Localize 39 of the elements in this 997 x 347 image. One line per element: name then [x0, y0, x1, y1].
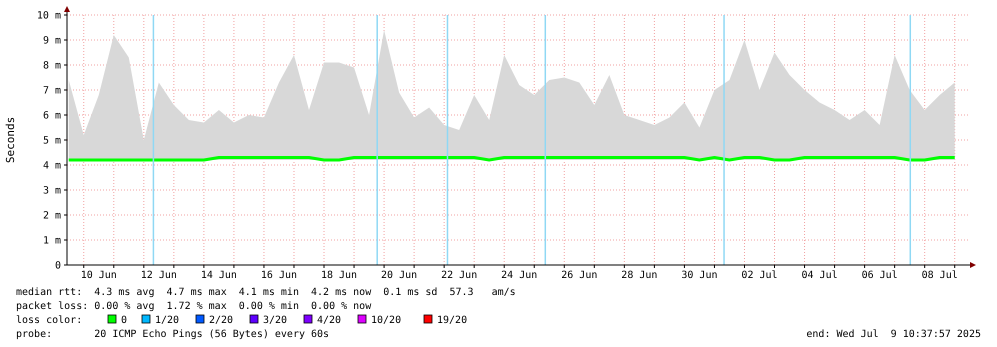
legend-label: 2/20: [209, 315, 234, 326]
y-tick-label: 5 m: [42, 136, 61, 146]
text: end: Wed Jul 9 10:37:57 2025: [806, 329, 981, 340]
y-tick-label: 1 m: [42, 236, 61, 246]
x-tick-label: 24 Jun: [501, 270, 538, 281]
x-tick-label: 18 Jun: [320, 270, 358, 281]
x-tick-label: 08 Jul: [922, 270, 958, 281]
y-tick-label: 4 m: [42, 160, 61, 172]
y-tick-label: 2 m: [42, 210, 61, 222]
x-tick-label: 16 Jun: [260, 270, 298, 281]
x-tick-label: 26 Jun: [561, 270, 598, 281]
x-tick-label: 14 Jun: [200, 270, 237, 281]
x-tick-label: 12 Jun: [140, 270, 177, 281]
x-tick-label: 22 Jun: [441, 270, 478, 281]
y-tick-label: 9 m: [42, 36, 61, 46]
text: probe: 20 ICMP Echo Pings (56 Bytes) every 60s: [16, 329, 330, 340]
legend-label: 0: [121, 315, 128, 326]
x-tick-label: 04 Jul: [802, 270, 838, 281]
legend-title: loss color:: [16, 315, 82, 326]
y-axis-title: Seconds: [4, 116, 17, 164]
y-tick-label: 3 m: [42, 186, 61, 196]
text: packet loss: 0.00 % avg 1.72 % max 0.00 % min 0.00 % now: [16, 301, 372, 312]
x-tick-label: 30 Jun: [681, 270, 718, 281]
legend-label: 19/20: [437, 315, 468, 326]
legend-label: 4/20: [317, 315, 342, 326]
x-tick-label: 28 Jun: [621, 270, 658, 281]
x-tick-label: 10 Jun: [80, 270, 117, 281]
legend-label: 1/20: [155, 315, 180, 326]
y-tick-label: 0: [54, 260, 61, 272]
x-tick-label: 20 Jun: [381, 270, 418, 281]
y-tick-label: 8 m: [42, 60, 61, 72]
y-tick-label: 6 m: [42, 110, 61, 122]
x-tick-label: 06 Jul: [862, 270, 898, 281]
legend-label: 3/20: [263, 315, 288, 326]
y-tick-label: 7 m: [42, 86, 61, 96]
legend-label: 10/20: [371, 315, 402, 326]
x-tick-label: 02 Jul: [741, 270, 778, 281]
text: median rtt: 4.3 ms avg 4.7 ms max 4.1 ms min 4.2 ms now 0.1 ms sd 57.3 am/s: [16, 287, 516, 298]
y-tick-label: 10 m: [36, 10, 61, 22]
